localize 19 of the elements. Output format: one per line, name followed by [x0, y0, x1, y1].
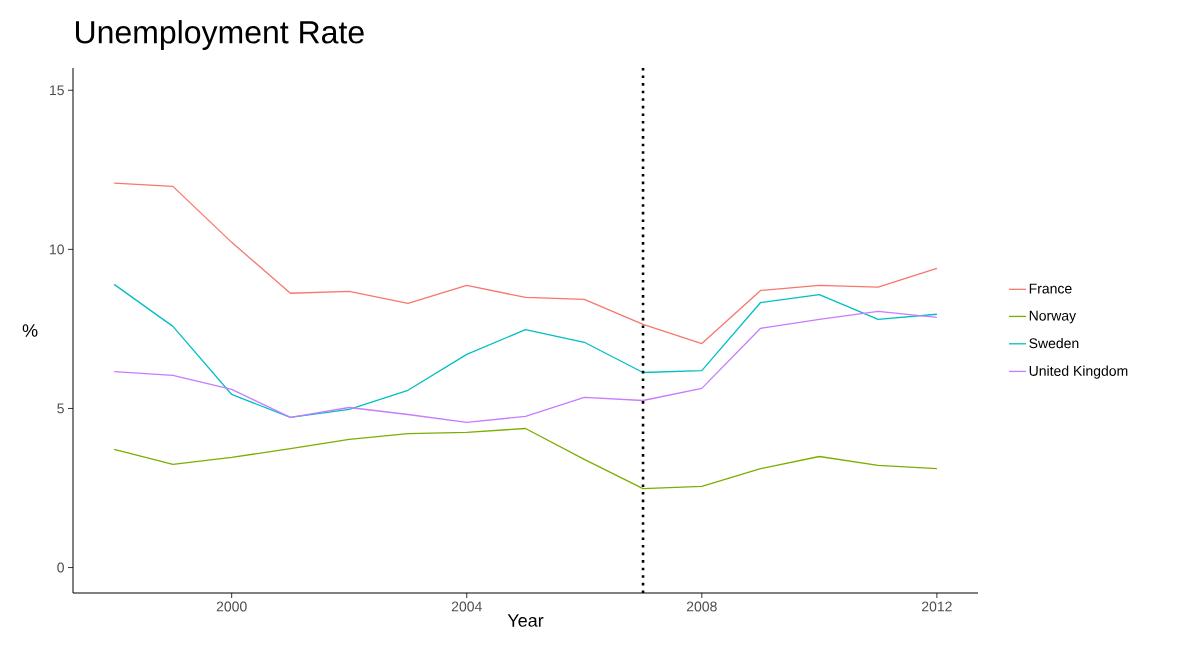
- x-tick-label: 2004: [451, 601, 482, 612]
- y-tick-label: 0: [57, 562, 64, 573]
- x-tick-label: 2000: [216, 601, 247, 612]
- legend-label: Sweden: [1029, 337, 1079, 349]
- y-tick-label: 10: [49, 244, 64, 255]
- y-tick-label: 15: [49, 85, 64, 96]
- legend-label: France: [1029, 283, 1072, 294]
- x-axis-title: Year: [507, 614, 544, 627]
- line-series: [113, 283, 938, 419]
- legend-label: United Kingdom: [1029, 365, 1128, 379]
- line-series: [113, 427, 938, 490]
- legend-label: Norway: [1029, 310, 1077, 324]
- x-tick-label: 2012: [922, 601, 952, 612]
- x-tick-label: 2008: [686, 601, 717, 612]
- line-series: [113, 310, 938, 424]
- y-tick-label: 5: [57, 403, 64, 414]
- chart-title: Unemployment Rate: [75, 20, 364, 50]
- line-series: [113, 182, 938, 345]
- y-axis-title: %: [22, 324, 38, 337]
